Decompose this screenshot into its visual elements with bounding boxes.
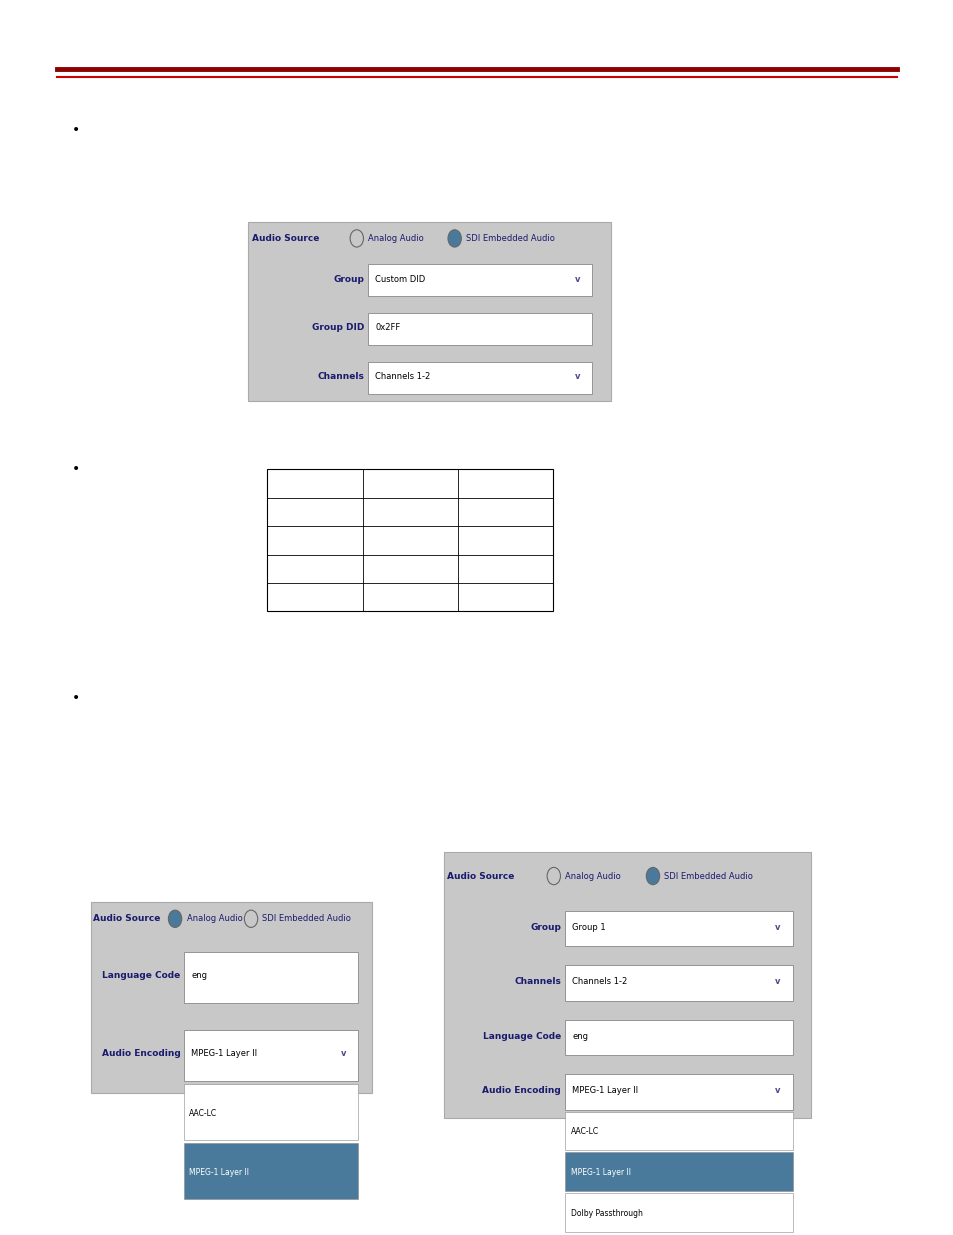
Text: v: v — [575, 373, 580, 382]
Text: v: v — [340, 1050, 346, 1058]
Text: Audio Source: Audio Source — [93, 914, 161, 924]
FancyBboxPatch shape — [91, 902, 372, 1093]
Text: Audio Encoding: Audio Encoding — [482, 1086, 560, 1095]
Text: Group: Group — [333, 274, 364, 284]
Text: Language Code: Language Code — [482, 1031, 560, 1041]
Text: v: v — [775, 977, 781, 986]
Text: eng: eng — [572, 1031, 588, 1041]
Text: •: • — [71, 122, 80, 137]
Text: Audio Source: Audio Source — [252, 233, 318, 243]
FancyBboxPatch shape — [367, 362, 592, 394]
Text: SDI Embedded Audio: SDI Embedded Audio — [262, 914, 351, 924]
Text: Group DID: Group DID — [312, 324, 364, 332]
FancyBboxPatch shape — [564, 966, 792, 1000]
FancyBboxPatch shape — [183, 952, 357, 1003]
Text: Language Code: Language Code — [102, 971, 180, 979]
Text: Analog Audio: Analog Audio — [186, 914, 242, 924]
FancyBboxPatch shape — [267, 469, 553, 611]
FancyBboxPatch shape — [564, 1020, 792, 1055]
Circle shape — [168, 910, 181, 927]
Text: Analog Audio: Analog Audio — [564, 872, 620, 881]
Text: Channels: Channels — [316, 373, 364, 382]
Text: Channels 1-2: Channels 1-2 — [572, 977, 627, 986]
Text: Audio Source: Audio Source — [447, 872, 514, 881]
Text: AAC-LC: AAC-LC — [189, 1109, 217, 1118]
Text: •: • — [71, 690, 80, 705]
Text: Group 1: Group 1 — [572, 923, 605, 931]
Text: Analog Audio: Analog Audio — [368, 233, 423, 243]
FancyBboxPatch shape — [248, 222, 610, 401]
Text: Custom DID: Custom DID — [375, 274, 425, 284]
Text: Channels 1-2: Channels 1-2 — [375, 373, 430, 382]
Text: Group: Group — [530, 923, 560, 931]
Text: Audio Encoding: Audio Encoding — [102, 1050, 180, 1058]
Text: MPEG-1 Layer II: MPEG-1 Layer II — [191, 1050, 257, 1058]
FancyBboxPatch shape — [443, 852, 810, 1118]
Text: v: v — [775, 1086, 781, 1095]
FancyBboxPatch shape — [564, 1193, 792, 1233]
Text: MPEG-1 Layer II: MPEG-1 Layer II — [570, 1168, 630, 1177]
Text: MPEG-1 Layer II: MPEG-1 Layer II — [572, 1086, 638, 1095]
FancyBboxPatch shape — [183, 1084, 357, 1140]
FancyBboxPatch shape — [564, 1152, 792, 1192]
Text: MPEG-1 Layer II: MPEG-1 Layer II — [189, 1168, 249, 1177]
FancyBboxPatch shape — [367, 264, 592, 296]
Text: SDI Embedded Audio: SDI Embedded Audio — [663, 872, 753, 881]
Circle shape — [645, 867, 659, 884]
FancyBboxPatch shape — [367, 314, 592, 345]
FancyBboxPatch shape — [564, 911, 792, 946]
Text: eng: eng — [191, 971, 207, 979]
Text: 0x2FF: 0x2FF — [375, 324, 400, 332]
FancyBboxPatch shape — [564, 1112, 792, 1150]
Text: SDI Embedded Audio: SDI Embedded Audio — [466, 233, 555, 243]
FancyBboxPatch shape — [564, 1074, 792, 1109]
Text: v: v — [575, 274, 580, 284]
Text: AAC-LC: AAC-LC — [570, 1128, 598, 1136]
Text: Channels: Channels — [514, 977, 560, 986]
FancyBboxPatch shape — [183, 1144, 357, 1199]
Text: Dolby Passthrough: Dolby Passthrough — [570, 1209, 641, 1218]
Text: •: • — [71, 462, 80, 477]
FancyBboxPatch shape — [183, 1030, 357, 1081]
Circle shape — [448, 230, 461, 247]
Text: v: v — [775, 923, 781, 931]
